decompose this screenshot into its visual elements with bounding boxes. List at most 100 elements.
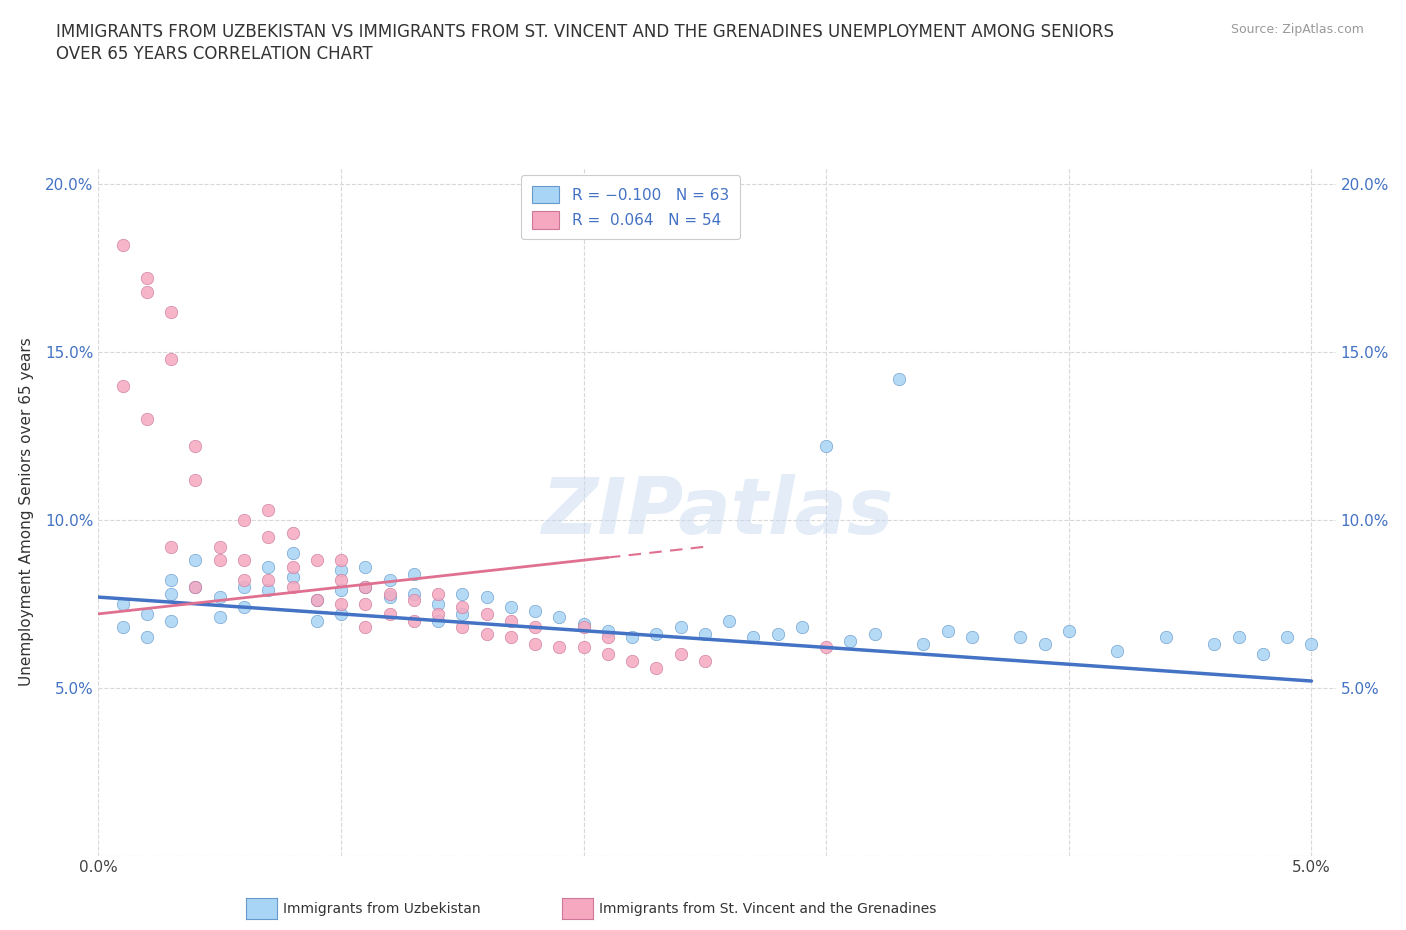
Point xyxy=(1033,637,1056,652)
Point xyxy=(451,620,474,635)
Point xyxy=(330,552,353,567)
Point xyxy=(1057,623,1080,638)
Point xyxy=(742,630,765,644)
Point xyxy=(136,285,159,299)
Point xyxy=(281,579,304,594)
Point xyxy=(815,439,838,454)
Point xyxy=(111,620,134,635)
Point xyxy=(475,590,498,604)
Point xyxy=(596,646,619,661)
Point xyxy=(1251,646,1274,661)
Text: Immigrants from St. Vincent and the Grenadines: Immigrants from St. Vincent and the Gren… xyxy=(599,901,936,916)
Point xyxy=(669,646,692,661)
Point xyxy=(402,613,425,628)
Point xyxy=(136,412,159,427)
Point xyxy=(208,539,231,554)
Point xyxy=(111,379,134,393)
Point xyxy=(136,630,159,644)
Point xyxy=(354,560,377,575)
Point xyxy=(475,606,498,621)
Point xyxy=(208,590,231,604)
Point xyxy=(257,573,280,588)
Point xyxy=(233,579,256,594)
Point xyxy=(669,620,692,635)
Point xyxy=(548,610,571,625)
Point xyxy=(427,606,450,621)
Point xyxy=(160,539,183,554)
Point xyxy=(1227,630,1250,644)
Point xyxy=(305,552,328,567)
Point xyxy=(281,546,304,561)
Point xyxy=(184,579,207,594)
Point xyxy=(160,613,183,628)
Point xyxy=(184,439,207,454)
Point xyxy=(208,552,231,567)
Point xyxy=(378,586,401,601)
Point xyxy=(305,593,328,608)
Point xyxy=(960,630,983,644)
Point xyxy=(184,472,207,487)
Point xyxy=(863,627,886,642)
Point xyxy=(1204,637,1226,652)
Point xyxy=(1301,637,1323,652)
Point xyxy=(451,600,474,615)
Point xyxy=(378,606,401,621)
Point xyxy=(524,603,547,618)
Point xyxy=(912,637,935,652)
Point xyxy=(257,502,280,517)
Point xyxy=(475,627,498,642)
Point xyxy=(257,529,280,544)
Point xyxy=(548,640,571,655)
Point xyxy=(354,579,377,594)
Point xyxy=(330,596,353,611)
Point xyxy=(1154,630,1177,644)
Point xyxy=(402,566,425,581)
Point xyxy=(160,586,183,601)
Text: IMMIGRANTS FROM UZBEKISTAN VS IMMIGRANTS FROM ST. VINCENT AND THE GRENADINES UNE: IMMIGRANTS FROM UZBEKISTAN VS IMMIGRANTS… xyxy=(56,23,1114,41)
Point xyxy=(330,573,353,588)
Point xyxy=(330,606,353,621)
Point xyxy=(160,304,183,319)
Point xyxy=(451,606,474,621)
Point xyxy=(402,593,425,608)
Y-axis label: Unemployment Among Seniors over 65 years: Unemployment Among Seniors over 65 years xyxy=(20,338,34,686)
Point xyxy=(330,563,353,578)
Point xyxy=(136,271,159,286)
Point xyxy=(111,237,134,252)
Point xyxy=(524,637,547,652)
Point xyxy=(596,623,619,638)
Point xyxy=(233,600,256,615)
Point xyxy=(621,630,644,644)
Point xyxy=(645,627,668,642)
Point xyxy=(718,613,741,628)
Point xyxy=(305,613,328,628)
Point xyxy=(693,654,716,669)
Text: OVER 65 YEARS CORRELATION CHART: OVER 65 YEARS CORRELATION CHART xyxy=(56,45,373,62)
Point xyxy=(1107,644,1129,658)
Text: Source: ZipAtlas.com: Source: ZipAtlas.com xyxy=(1230,23,1364,36)
Point xyxy=(257,583,280,598)
Text: ZIPatlas: ZIPatlas xyxy=(541,473,893,550)
Point xyxy=(402,586,425,601)
Point xyxy=(499,613,522,628)
Point xyxy=(693,627,716,642)
Point xyxy=(160,573,183,588)
Point xyxy=(354,579,377,594)
Point xyxy=(233,512,256,527)
Point xyxy=(184,552,207,567)
Point xyxy=(427,596,450,611)
Point xyxy=(596,630,619,644)
Point xyxy=(499,600,522,615)
Point xyxy=(233,552,256,567)
Point xyxy=(790,620,813,635)
Text: Immigrants from Uzbekistan: Immigrants from Uzbekistan xyxy=(283,901,481,916)
Point xyxy=(1275,630,1298,644)
Point xyxy=(1010,630,1032,644)
Point xyxy=(184,579,207,594)
Point xyxy=(645,660,668,675)
Point xyxy=(160,352,183,366)
Legend: R = −0.100   N = 63, R =  0.064   N = 54: R = −0.100 N = 63, R = 0.064 N = 54 xyxy=(522,175,740,239)
Point xyxy=(427,613,450,628)
Point xyxy=(936,623,959,638)
Point xyxy=(815,640,838,655)
